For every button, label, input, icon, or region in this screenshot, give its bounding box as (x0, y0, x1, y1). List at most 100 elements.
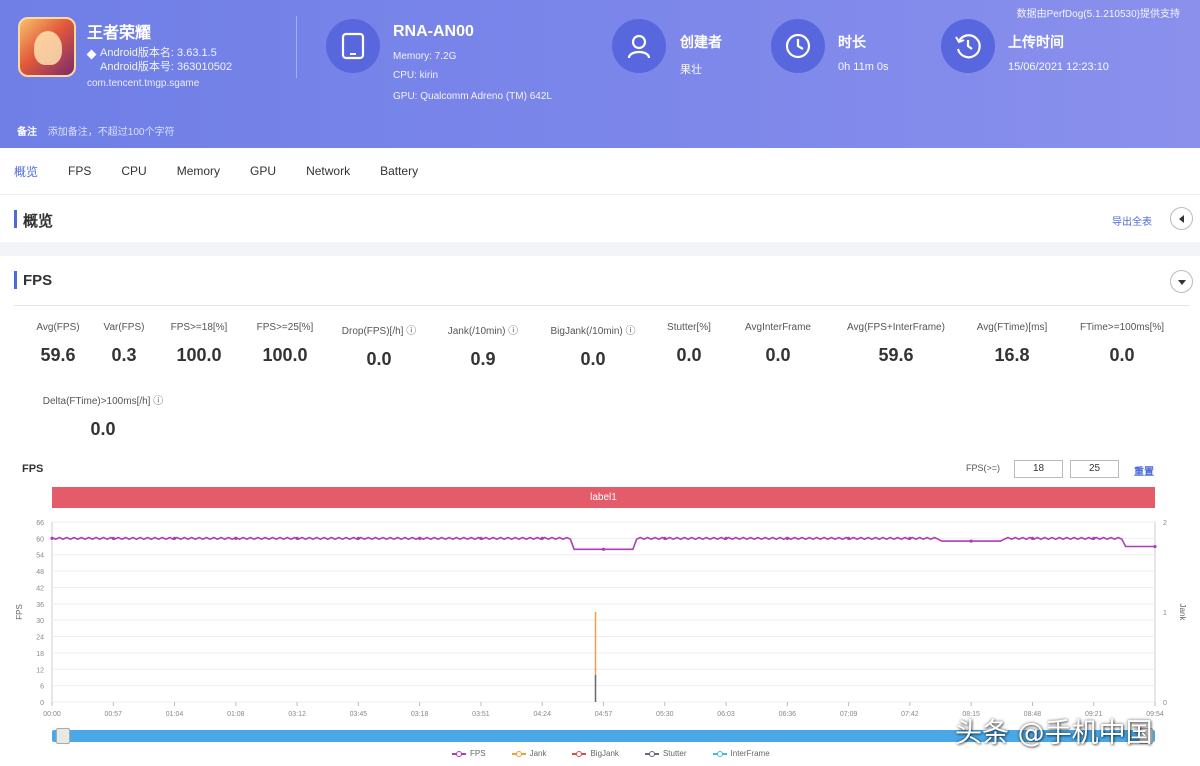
note-label: 备注 (17, 127, 37, 138)
fps-point (1153, 544, 1157, 549)
fps-point (111, 536, 115, 540)
fps-point (295, 536, 299, 540)
y2-tick-label: 2 (1163, 520, 1167, 527)
metric-label: BigJank(/10min) ⓘ (550, 326, 636, 337)
legend-label: FPS (470, 749, 486, 758)
metric-label: Delta(FTime)>100ms[/h] ⓘ (42, 396, 164, 407)
metric-value: 0.9 (470, 349, 496, 369)
section-divider (14, 305, 1190, 306)
metric-label: Avg(FPS+InterFrame) (847, 322, 945, 333)
fps-section: FPS Avg(FPS) 59.6 Var(FPS) 0.3 FPS>=18[%… (0, 256, 1200, 766)
legend-item[interactable]: InterFrame (712, 749, 770, 758)
legend-swatch (712, 750, 727, 757)
device-gpu: GPU: Qualcomm Adreno (TM) 642L (393, 91, 552, 102)
android-version-code: Android版本号: 363010502 (100, 61, 233, 73)
tab-battery[interactable]: Battery (380, 164, 419, 178)
perfdog-credit: 数据由PerfDog(5.1.210530)提供支持 (1016, 9, 1180, 20)
x-tick-label: 08:15 (962, 711, 980, 718)
fps-point (908, 536, 912, 540)
x-tick-label: 07:09 (840, 711, 858, 718)
metric-value: 100.0 (262, 345, 308, 365)
metric-delta-ftime: Delta(FTime)>100ms[/h] ⓘ 0.0 (32, 392, 174, 440)
metric-value: 59.6 (878, 345, 914, 365)
metric-label: Avg(FPS) (36, 322, 80, 333)
legend-item[interactable]: FPS (452, 749, 486, 758)
tab-overview[interactable]: 概览 (14, 164, 39, 179)
chevron-down-icon (1177, 279, 1186, 285)
metric-label: Var(FPS) (103, 322, 145, 333)
x-tick-label: 04:24 (533, 711, 551, 718)
overview-title: 概览 (23, 213, 54, 230)
device-icon (326, 19, 380, 73)
app-icon (18, 17, 76, 77)
tab-fps[interactable]: FPS (68, 164, 92, 178)
metric-value: 100.0 (176, 345, 222, 365)
legend-label: InterFrame (730, 749, 770, 758)
metric-value: 0.0 (676, 345, 702, 365)
metric-fps-25: FPS>=25[%] 100.0 (250, 322, 320, 366)
fps-point (172, 536, 177, 540)
y-tick-label: 0 (40, 700, 44, 707)
fps-point (601, 547, 606, 551)
x-tick-label: 09:54 (1146, 711, 1164, 718)
tab-cpu[interactable]: CPU (121, 164, 147, 178)
metric-value: 0.0 (1109, 345, 1135, 365)
tab-memory[interactable]: Memory (176, 164, 221, 178)
report-header: 王者荣耀 Android版本名: 3.63.1.5 Android版本号: 36… (0, 0, 1200, 148)
x-tick-label: 01:08 (227, 711, 245, 718)
watermark: 头条 @手机中国 (955, 718, 1153, 749)
fps-point (479, 536, 483, 540)
metric-label: Avg(FTime)[ms] (976, 322, 1048, 333)
expand-button[interactable] (1170, 270, 1193, 293)
x-tick-label: 00:00 (43, 711, 61, 718)
tab-network[interactable]: Network (306, 164, 351, 178)
legend-swatch (644, 750, 659, 757)
fps-point (724, 536, 728, 540)
metric-avg-ftime: Avg(FTime)[ms] 16.8 (966, 322, 1058, 366)
legend-item[interactable]: Jank (511, 749, 546, 758)
metric-label: FTime>=100ms[%] (1079, 322, 1165, 333)
y-tick-label: 54 (36, 553, 44, 560)
fps-filter-input-1[interactable]: 18 (1014, 460, 1063, 478)
collapse-button[interactable] (1170, 207, 1193, 230)
fps-point (663, 536, 667, 540)
legend-item[interactable]: Stutter (644, 749, 687, 758)
metric-stutter: Stutter[%] 0.0 (658, 322, 720, 366)
fps-point (1030, 536, 1035, 540)
x-tick-label: 07:42 (901, 711, 919, 718)
metric-label: FPS>=25[%] (256, 322, 314, 333)
export-all-link[interactable]: 导出全表 (1112, 217, 1152, 228)
fps-point (1092, 536, 1096, 540)
note-input[interactable]: 添加备注，不超过100个字符 (47, 127, 175, 138)
y-tick-label: 66 (36, 520, 44, 527)
fps-section-title: FPS (23, 272, 53, 289)
y2-axis-label: Jank (1178, 604, 1187, 622)
fps-filter-input-2[interactable]: 25 (1070, 460, 1119, 478)
metric-label: Jank(/10min) ⓘ (447, 326, 519, 337)
duration-title: 时长 (838, 34, 866, 50)
x-tick-label: 03:12 (288, 711, 306, 718)
note-row[interactable]: 备注 添加备注，不超过100个字符 (17, 123, 174, 138)
x-tick-label: 06:36 (779, 711, 797, 718)
x-tick-label: 09:21 (1085, 711, 1103, 718)
y-tick-label: 18 (36, 651, 44, 658)
metric-avg-fps: Avg(FPS) 59.6 (26, 322, 90, 366)
section-accent-bar (14, 271, 17, 289)
y-axis-label: FPS (15, 604, 24, 620)
label-bar[interactable]: label1 (52, 487, 1155, 508)
metric-jank: Jank(/10min) ⓘ 0.9 (440, 322, 526, 370)
metric-ftime-100: FTime>=100ms[%] 0.0 (1070, 322, 1174, 366)
fps-series-line (51, 536, 1155, 551)
legend-item[interactable]: BigJank (572, 749, 619, 758)
android-version-name: Android版本名: 3.63.1.5 (100, 47, 217, 59)
chart-legend: FPS Jank BigJank Stutter InterFrame (452, 749, 770, 758)
reset-button[interactable]: 重置 (1134, 467, 1154, 478)
tab-gpu[interactable]: GPU (250, 164, 277, 178)
legend-label: Stutter (662, 749, 687, 758)
zoom-handle-left[interactable] (56, 728, 70, 744)
x-tick-label: 05:30 (656, 711, 674, 718)
zoom-handle-right[interactable] (1139, 728, 1153, 744)
zoom-scrollbar[interactable] (52, 730, 1155, 742)
android-diamond-icon (86, 49, 97, 60)
x-tick-label: 00:57 (105, 711, 123, 718)
